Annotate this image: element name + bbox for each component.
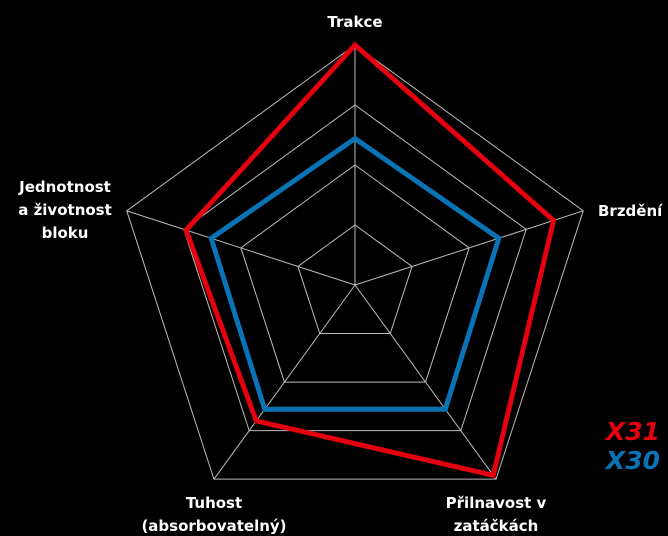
grid-ring [297, 224, 413, 335]
axis-spoke [354, 210, 584, 286]
series-line [183, 41, 557, 479]
axis-label-line: Tuhost [186, 494, 242, 512]
axis-label-line: Přilnavost v [446, 494, 547, 512]
axis-spoke [126, 210, 356, 286]
axis-label-line: bloku [42, 224, 89, 242]
axis-label: Přilnavost v zatáčkách [446, 494, 547, 535]
axis-label: Tuhost (absorbovatelný) [141, 494, 286, 535]
grid-ring [126, 44, 584, 480]
legend-entry: X31 [604, 417, 660, 446]
grid-ring [240, 164, 470, 383]
axis-label-line: zatáčkách [454, 517, 539, 535]
grid-ring [183, 104, 527, 432]
axis-label-line: a životnost [18, 201, 112, 219]
series-line [208, 135, 502, 412]
axis-label-line: Trakce [327, 13, 382, 31]
axis-label: Trakce [327, 13, 382, 31]
axis-label: Brzdění [598, 202, 663, 220]
axis-label-line: (absorbovatelný) [141, 517, 286, 535]
axis-spoke [354, 284, 497, 480]
legend-entry: X30 [604, 446, 660, 475]
axis-spoke [213, 284, 356, 480]
axis-label: Jednotnost a životnost bloku [18, 178, 112, 242]
axis-label-line: Jednotnost [18, 178, 111, 196]
axis-label-line: Brzdění [598, 202, 663, 220]
